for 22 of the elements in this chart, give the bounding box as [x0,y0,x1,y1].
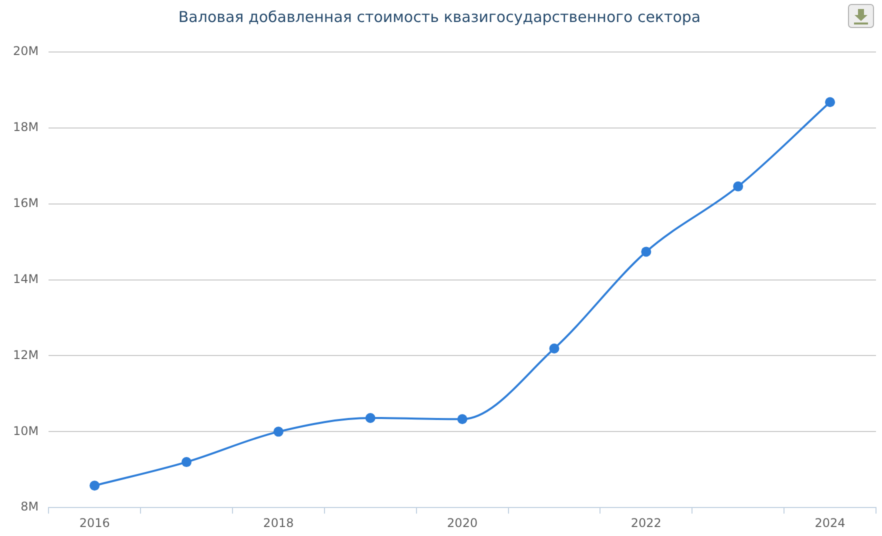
y-tick-label: 8M [20,500,39,514]
y-tick-label: 20M [13,44,39,58]
chart-title: Валовая добавленная стоимость квазигосударственного сектора [178,8,701,26]
x-tick-label: 2024 [814,516,846,530]
x-tick-label: 2016 [79,516,110,530]
y-tick-label: 16M [13,196,39,210]
y-tick-label: 14M [13,272,39,286]
point [365,413,376,423]
point [733,181,744,192]
point [641,246,652,257]
point [182,457,192,468]
y-tick-label: 12M [13,348,39,362]
x-tick-label: 2020 [447,516,478,530]
x-tick-label: 2018 [263,516,294,530]
y-tick-label: 18M [13,120,39,134]
point [90,480,100,491]
point [457,414,468,424]
point [549,344,560,354]
y-tick-label: 10M [13,424,39,438]
point [273,426,284,437]
point [825,97,836,108]
x-tick-label: 2022 [630,516,662,530]
